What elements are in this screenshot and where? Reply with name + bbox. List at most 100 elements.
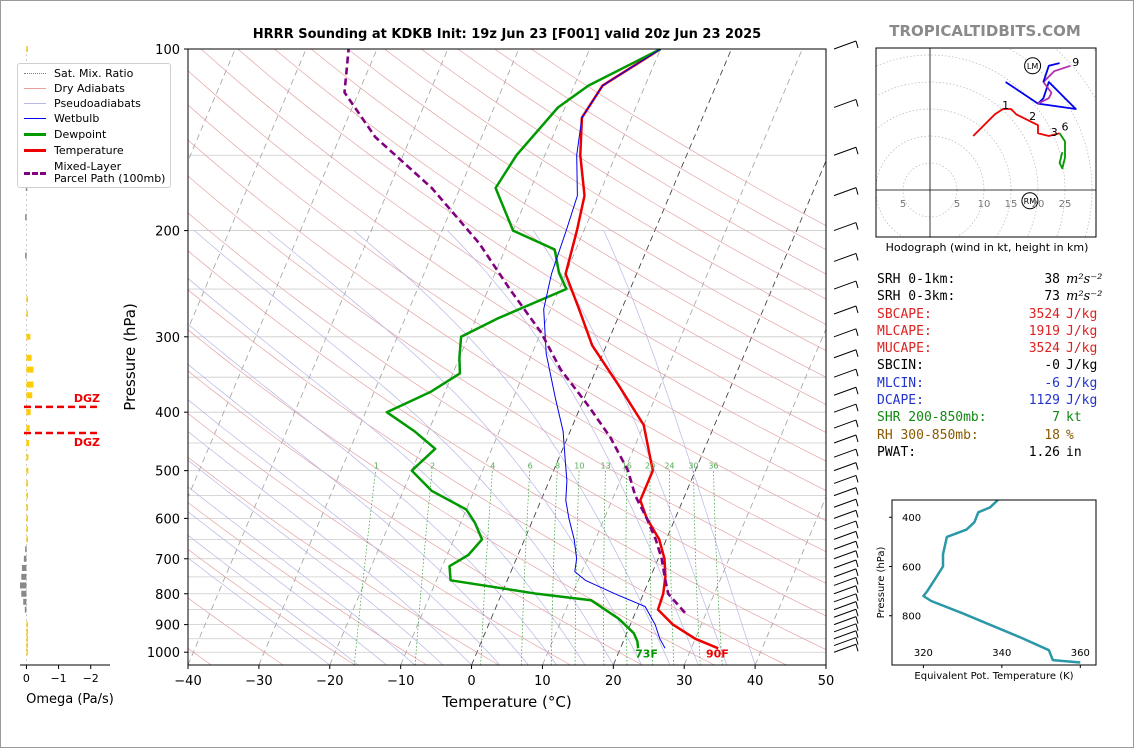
thetae-plot <box>922 500 1081 664</box>
mixing-ratio-line <box>480 470 493 665</box>
legend-swatch <box>24 132 46 136</box>
dry-adiabat <box>237 49 826 433</box>
mixing-ratio-label: 20 <box>645 461 655 470</box>
dry-adiabat <box>200 49 826 462</box>
wind-barb-flag <box>855 487 859 495</box>
wind-barb-flag <box>855 147 859 155</box>
x-tick-label: −20 <box>316 674 343 689</box>
stat-value: -6 <box>1044 375 1060 391</box>
mixing-ratio-line <box>649 470 653 665</box>
mixing-ratio-label: 8 <box>555 461 560 470</box>
wind-barb-staff <box>833 328 857 338</box>
legend-label: Mixed-Layer Parcel Path (100mb) <box>54 160 166 185</box>
stat-label: MLCAPE: <box>877 323 932 339</box>
stat-label: SBCIN: <box>877 358 924 374</box>
skewt-plot <box>188 49 826 665</box>
legend-swatch <box>24 148 46 152</box>
moist-adiabat <box>188 459 444 665</box>
stat-value: 1.26 <box>1028 444 1060 460</box>
omega-bar <box>23 555 27 562</box>
series-dewpoint <box>385 49 662 649</box>
stat-unit: J/kg <box>1066 393 1098 409</box>
hodograph-trace <box>1042 62 1060 83</box>
surface-annotation: 90F <box>706 648 729 661</box>
omega-bar <box>21 573 27 580</box>
site-credit: TROPICALTIDBITS.COM <box>889 22 1081 40</box>
wind-barb-flag <box>855 559 859 568</box>
wind-barb-flag <box>855 404 859 412</box>
wind-barb-staff <box>833 98 857 108</box>
dgz-label: DGZ <box>74 436 100 449</box>
wind-barb-staff <box>833 568 857 578</box>
stat-mlcin: MLCIN: -6 J/kg <box>877 375 1102 392</box>
mixing-ratio-label: 36 <box>708 461 718 470</box>
mixing-ratio-line <box>414 470 433 665</box>
omega-bar <box>25 546 27 553</box>
wind-barb-flag <box>855 520 859 529</box>
thetae-frame <box>891 499 1097 666</box>
x-tick-label: 50 <box>818 674 835 689</box>
hodograph-ring-label: 10 <box>978 199 991 210</box>
wind-barb-staff <box>833 252 857 262</box>
dry-adiabat <box>188 250 826 651</box>
wind-barb-flag <box>855 630 859 638</box>
stat-unit: J/kg <box>1066 323 1098 339</box>
omega-bar <box>26 504 29 511</box>
y-tick-label: 1000 <box>147 646 180 661</box>
omega-bar <box>26 46 28 52</box>
dry-adiabat <box>310 49 826 378</box>
hodograph-trace <box>1037 64 1071 105</box>
wind-barb-staff <box>833 498 857 508</box>
omega-bar <box>26 366 34 373</box>
legend-label: Dry Adiabats <box>54 81 125 95</box>
stat-value: 18 <box>1044 427 1060 443</box>
stat-srh01: SRH 0-1km: 38 m²s⁻² <box>877 271 1102 288</box>
stat-label: RH 300-850mb: <box>877 427 979 443</box>
stat-label: DCAPE: <box>877 393 924 409</box>
legend-swatch <box>24 171 46 175</box>
legend-label: Pseudoadiabats <box>54 96 141 110</box>
x-tick-label: −40 <box>174 674 201 689</box>
mixing-ratio-line <box>550 470 558 665</box>
dry-adiabat <box>188 104 826 522</box>
wind-barb-staff <box>833 222 857 232</box>
omega-axis-label: Omega (Pa/s) <box>26 692 114 707</box>
stat-unit: in <box>1066 444 1082 460</box>
omega-bar <box>26 425 30 432</box>
wind-barb-flag <box>855 419 859 428</box>
dry-adiabat <box>420 49 826 300</box>
storm-motion-marker <box>1024 57 1042 75</box>
dry-adiabat <box>188 548 356 665</box>
omega-bar <box>26 635 29 642</box>
x-tick-label: 10 <box>534 674 551 689</box>
omega-bar <box>26 492 29 499</box>
stat-unit: J/kg <box>1066 306 1098 322</box>
y-tick-label: 500 <box>155 465 180 480</box>
y-tick-label: 900 <box>155 619 180 634</box>
wind-barb-staff <box>833 386 857 396</box>
legend-item: Pseudoadiabats <box>24 96 141 110</box>
stat-mucape: MUCAPE: 3524 J/kg <box>877 340 1102 357</box>
wind-barb-flag <box>855 328 859 336</box>
hodograph-trace <box>1058 132 1066 170</box>
stat-unit: % <box>1066 427 1074 443</box>
wind-barb-flag <box>855 40 859 49</box>
thetae-y-tick-label: 600 <box>902 562 921 573</box>
moist-adiabat <box>188 486 416 665</box>
wind-barb-staff <box>833 585 857 595</box>
thetae-y-tick-label: 800 <box>902 612 921 623</box>
thetae-y-tick-label: 400 <box>902 513 921 524</box>
hodograph-plot: 1 2 3 6 9 LM RM 5 5 10 15 20 25 <box>876 48 1096 237</box>
dry-adiabat <box>384 49 826 325</box>
legend-swatch <box>24 117 46 119</box>
hodograph-ring-label: 5 <box>954 199 960 210</box>
moist-adiabat <box>188 534 359 665</box>
x-tick-label: 0 <box>467 674 475 689</box>
stat-label: SBCAPE: <box>877 306 932 322</box>
legend-label: Sat. Mix. Ratio <box>54 66 134 80</box>
stat-label: SRH 0-1km: <box>877 272 956 287</box>
wind-barb-staff <box>833 601 857 611</box>
wind-barb-flag <box>855 644 859 652</box>
moist-adiabat <box>188 399 501 665</box>
hodograph: 1 2 3 6 9 LM RM 5 5 10 15 20 25 <box>875 47 1097 238</box>
